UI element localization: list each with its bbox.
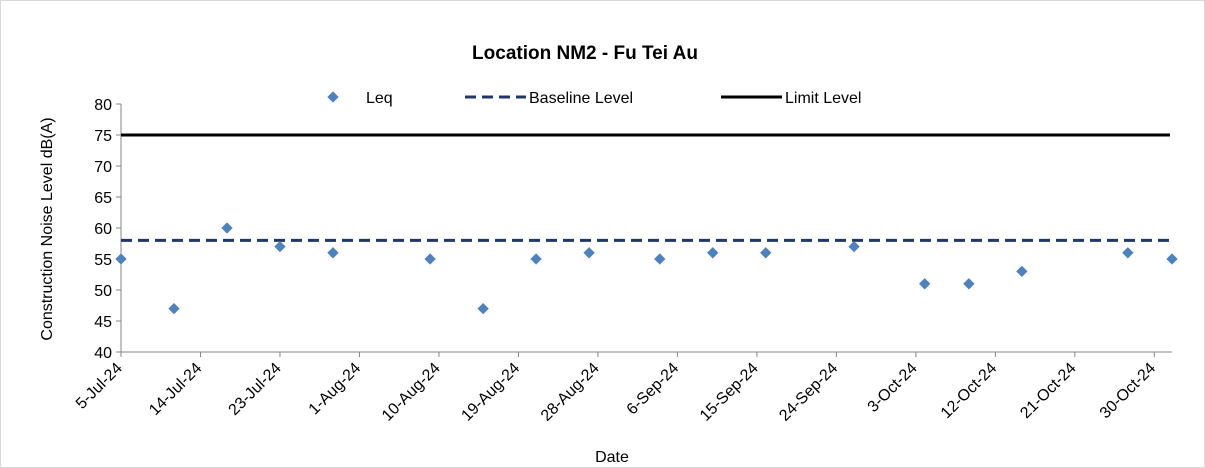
axes: 40 45 50 55 60 65 70 75 80 5-Jul-24 14-Jul-24 23-Ju… (73, 97, 1172, 425)
x-tick-label: 23-Jul-24 (226, 360, 285, 419)
leq-point (848, 241, 859, 252)
y-tick-label: 80 (94, 97, 112, 114)
legend-item-baseline: Baseline Level (465, 90, 633, 107)
x-axis-label: Date (595, 449, 629, 466)
chart-title: Location NM2 - Fu Tei Au (472, 43, 698, 64)
legend-item-limit: Limit Level (721, 90, 861, 107)
leq-point (654, 253, 665, 264)
x-tick-label: 24-Sep-24 (776, 360, 841, 425)
legend-leq-marker (327, 91, 338, 102)
y-tick-label: 45 (94, 314, 112, 331)
y-axis-label: Construction Noise Level dB(A) (39, 117, 56, 340)
leq-point (115, 253, 126, 264)
legend: Leq Baseline Level Limit Level (327, 90, 861, 107)
x-tick-label: 15-Sep-24 (697, 360, 762, 425)
leq-point (583, 247, 594, 258)
y-tick-label: 70 (94, 159, 112, 176)
x-tick-label: 10-Aug-24 (379, 360, 444, 425)
x-tick-label: 6-Sep-24 (624, 360, 683, 419)
legend-limit-label: Limit Level (785, 90, 861, 107)
x-tick-label: 1-Aug-24 (306, 360, 365, 419)
legend-baseline-label: Baseline Level (529, 90, 633, 107)
leq-point (1166, 253, 1177, 264)
reference-lines (121, 135, 1170, 240)
leq-point (707, 247, 718, 258)
leq-point (274, 241, 285, 252)
y-tick-label: 60 (94, 221, 112, 238)
x-tick-label: 30-Oct-24 (1097, 360, 1159, 422)
leq-point (530, 253, 541, 264)
leq-point (424, 253, 435, 264)
leq-point (963, 278, 974, 289)
y-tick-label: 50 (94, 283, 112, 300)
legend-item-leq: Leq (327, 90, 392, 107)
x-tick-label: 28-Aug-24 (538, 360, 603, 425)
y-tick-label: 75 (94, 128, 112, 145)
x-tick-label: 21-Oct-24 (1017, 360, 1079, 422)
leq-point (760, 247, 771, 258)
leq-point (327, 247, 338, 258)
leq-point (919, 278, 930, 289)
y-tick-label: 40 (94, 345, 112, 362)
leq-point (1016, 266, 1027, 277)
leq-point (1122, 247, 1133, 258)
x-tick-label: 14-Jul-24 (146, 360, 205, 419)
leq-point (477, 303, 488, 314)
leq-points (115, 222, 1177, 314)
x-tick-label: 19-Aug-24 (458, 360, 523, 425)
y-tick-label: 65 (94, 190, 112, 207)
legend-leq-label: Leq (366, 90, 393, 107)
leq-point (221, 222, 232, 233)
x-tick-label: 3-Oct-24 (865, 360, 921, 416)
leq-point (168, 303, 179, 314)
y-tick-label: 55 (94, 252, 112, 269)
x-tick-label: 5-Jul-24 (73, 360, 126, 413)
x-tick-label: 12-Oct-24 (938, 360, 1000, 422)
